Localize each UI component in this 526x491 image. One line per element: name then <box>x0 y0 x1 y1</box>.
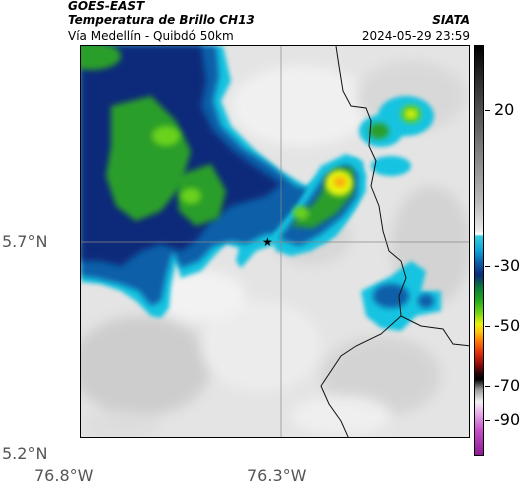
lon-label-76-3: 76.3°W <box>247 466 307 485</box>
colorbar-label-minus30: -30 <box>494 256 521 275</box>
colorbar-label-20: 20 <box>494 100 515 119</box>
colorbar-label-minus50: -50 <box>494 316 521 335</box>
star-marker: ★ <box>262 235 273 249</box>
border-line <box>335 46 469 347</box>
colorbar-tick <box>485 326 490 327</box>
satellite-image: ★ <box>81 46 469 437</box>
colorbar-tick <box>485 420 490 421</box>
lon-label-76-8: 76.8°W <box>34 466 94 485</box>
storm-cells-northeast <box>359 96 434 176</box>
river-line <box>320 315 402 437</box>
colorbar-tick <box>485 386 490 387</box>
colorbar <box>474 45 484 456</box>
source-label: SIATA <box>432 13 470 27</box>
product-title: Temperatura de Brillo CH13 <box>68 13 255 27</box>
colorbar-label-minus90: -90 <box>494 410 521 429</box>
colorbar-label-minus70: -70 <box>494 376 521 395</box>
convective-core <box>271 154 366 256</box>
lat-label-5-2: 5.2°N <box>2 444 48 463</box>
region-label: Vía Medellín - Quibdó 50km <box>68 29 234 43</box>
timestamp-label: 2024-05-29 23:59 <box>361 29 470 43</box>
cloud-texture <box>81 61 469 437</box>
cold-cloud-shield <box>81 46 366 318</box>
lat-label-5-7: 5.7°N <box>2 232 48 251</box>
colorbar-tick <box>485 110 490 111</box>
satellite-label: GOES-EAST <box>68 0 145 13</box>
map-panel: ★ <box>80 45 470 438</box>
colorbar-tick <box>485 266 490 267</box>
